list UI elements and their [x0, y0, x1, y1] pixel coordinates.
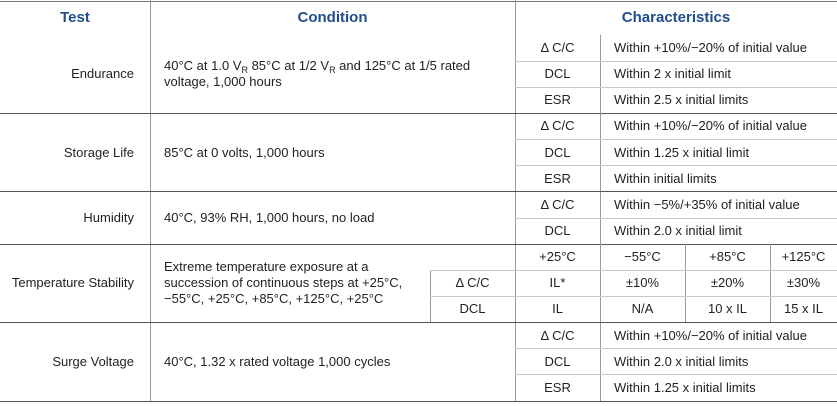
row-rule — [0, 191, 837, 193]
column-rule — [515, 0, 516, 401]
condition: 40°C at 1.0 VR 85°C at 1/2 VR and 125°C … — [150, 35, 515, 113]
char-parameter: ESR — [544, 379, 571, 395]
test-name: Endurance — [71, 66, 134, 82]
condition-text: 40°C, 1.32 x rated voltage 1,000 cycles — [164, 354, 390, 370]
condition-part: 40°C, 1.32 x rated voltage 1,000 cycles — [164, 353, 391, 369]
temperature: +25°C — [539, 249, 576, 265]
condition-text: 40°C, 93% RH, 1,000 hours, no load — [164, 210, 374, 226]
row-rule — [0, 243, 837, 245]
column-rule — [770, 244, 771, 323]
char-value: Within 1.25 x initial limit — [614, 144, 750, 160]
row-rule — [515, 60, 837, 62]
condition-part: 40°C, 93% RH, 1,000 hours, no load — [164, 209, 375, 225]
stability-parameter: DCL — [459, 301, 486, 317]
stability-parameter: Δ C/C — [455, 275, 490, 291]
row-rule — [515, 165, 837, 167]
char-value: Within −5%/+35% of initial value — [614, 196, 800, 212]
char-value: Within 2.0 x initial limit — [614, 223, 742, 239]
condition-part: 40°C at 1.0 V — [164, 58, 242, 74]
stability-value: ±10% — [625, 275, 660, 291]
temperature: −55°C — [624, 249, 661, 265]
stability-value: N/A — [631, 301, 654, 317]
column-rule — [600, 322, 601, 401]
char-parameter: Δ C/C — [540, 40, 575, 56]
condition: 40°C, 1.32 x rated voltage 1,000 cycles — [150, 323, 515, 401]
row-rule — [0, 322, 837, 324]
row-rule — [430, 269, 837, 271]
char-value: Within 2.0 x initial limits — [614, 353, 749, 369]
header-test: Test — [60, 8, 90, 26]
header-condition: Condition — [297, 8, 368, 26]
stability-value: IL — [552, 301, 563, 317]
column-rule — [150, 0, 151, 401]
stability-value: 15 x IL — [783, 301, 824, 317]
char-parameter: DCL — [544, 66, 571, 82]
char-parameter: DCL — [544, 353, 571, 369]
column-rule — [600, 113, 601, 192]
char-value: Within +10%/−20% of initial value — [614, 40, 807, 56]
char-value: Within +10%/−20% of initial value — [614, 118, 807, 134]
test-name: Storage Life — [63, 144, 134, 160]
char-parameter: Δ C/C — [540, 327, 575, 343]
column-rule — [600, 35, 601, 114]
row-rule — [0, 400, 837, 402]
condition-part: 85°C at 1/2 V — [247, 58, 330, 74]
temperature: +125°C — [781, 249, 826, 265]
row-rule — [430, 295, 837, 297]
row-rule — [0, 112, 837, 114]
char-parameter: ESR — [544, 92, 571, 108]
char-parameter: DCL — [544, 144, 571, 160]
row-rule — [515, 348, 837, 350]
char-parameter: Δ C/C — [540, 196, 575, 212]
stability-value: 10 x IL — [707, 301, 748, 317]
condition-text: 40°C at 1.0 VR 85°C at 1/2 VR and 125°C … — [164, 58, 495, 90]
header-characteristics: Characteristics — [621, 8, 731, 26]
char-value: Within initial limits — [614, 170, 717, 186]
test-name: Surge Voltage — [52, 353, 134, 369]
condition-text: 85°C at 0 volts, 1,000 hours — [164, 145, 325, 161]
stability-value: ±30% — [786, 275, 821, 291]
row-rule — [515, 139, 837, 141]
char-parameter: ESR — [544, 170, 571, 186]
column-rule — [600, 244, 601, 323]
condition-part: Extreme temperature exposure at a succes… — [164, 259, 403, 307]
column-rule — [685, 244, 686, 323]
char-value: Within 2.5 x initial limits — [614, 92, 749, 108]
row-rule — [0, 0, 837, 2]
stability-value: ±20% — [710, 275, 745, 291]
temperature: +85°C — [709, 249, 746, 265]
condition-part: and 125°C at 1/5 rated voltage, 1,000 ho… — [164, 58, 471, 90]
condition: Extreme temperature exposure at a succes… — [150, 244, 430, 322]
char-parameter: DCL — [544, 223, 571, 239]
char-value: Within +10%/−20% of initial value — [614, 327, 807, 343]
char-value: Within 1.25 x initial limits — [614, 379, 756, 395]
row-rule — [515, 374, 837, 376]
condition-part: 85°C at 0 volts, 1,000 hours — [164, 144, 325, 160]
stability-value: IL* — [549, 275, 566, 291]
subscript: R — [329, 65, 336, 76]
condition: 40°C, 93% RH, 1,000 hours, no load — [150, 192, 515, 244]
test-name: Humidity — [83, 209, 134, 225]
char-parameter: Δ C/C — [540, 118, 575, 134]
condition-text: Extreme temperature exposure at a succes… — [164, 259, 410, 307]
test-name: Temperature Stability — [11, 275, 134, 291]
char-value: Within 2 x initial limit — [614, 66, 732, 82]
row-rule — [515, 86, 837, 88]
row-rule — [515, 217, 837, 219]
subscript: R — [241, 65, 248, 76]
condition: 85°C at 0 volts, 1,000 hours — [150, 113, 515, 191]
